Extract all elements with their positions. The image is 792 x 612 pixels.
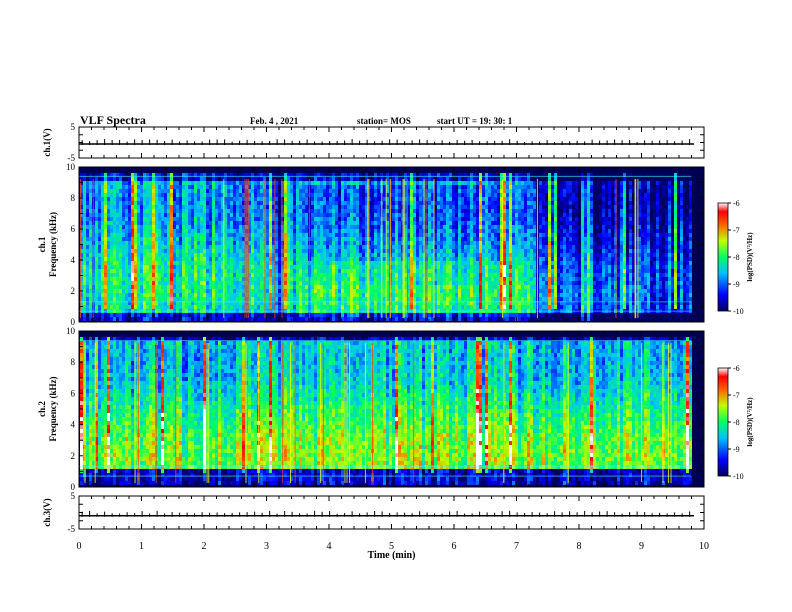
time-tick-label: 10 <box>699 541 709 552</box>
ch2-spectrogram-panel: 0 2 4 6 8 10 ch.2 Frequency (kHz) <box>37 326 705 492</box>
ch2-spectrogram-ytick-label: 0 <box>71 482 76 492</box>
ch2-spectrogram-ytick-label: 2 <box>71 451 76 461</box>
ch2-colorbar-tick-label: -10 <box>733 472 744 481</box>
ch1-colorbar-tick-label: -10 <box>733 307 744 316</box>
ch1-spectrogram-ytick-label: 0 <box>71 317 76 327</box>
ch2-spectrogram-ylabel-channel: ch.2 <box>37 401 47 417</box>
ch2-spectrogram-ytick-label: 6 <box>71 388 76 398</box>
time-tick-label: 6 <box>452 541 457 552</box>
ch1-voltage-ytick-label: -5 <box>68 153 76 163</box>
ch2-spectrogram-ytick-label: 8 <box>71 357 76 367</box>
time-tick-label: 1 <box>139 541 144 552</box>
ch2-colorbar: -6 -7 -8 -9 -10 log(PSD)(V²/Hz) <box>717 364 754 481</box>
ch1-voltage-panel: 5 -5 ch.1(V) <box>42 122 705 163</box>
ch1-voltage-ylabel: ch.1(V) <box>42 128 52 156</box>
ch2-spectrogram-image <box>79 331 704 487</box>
ch2-colorbar-tick-label: -6 <box>733 364 740 373</box>
ch2-colorbar-tick-label: -7 <box>733 391 740 400</box>
time-tick-label: 5 <box>389 541 394 552</box>
ch1-colorbar-tick-label: -7 <box>733 226 740 235</box>
ch2-spectrogram-ylabel-frequency: Frequency (kHz) <box>48 376 58 441</box>
ch2-colorbar-gradient <box>717 367 729 477</box>
ch1-colorbar: -6 -7 -8 -9 -10 log(PSD)(V²/Hz) <box>717 199 754 316</box>
figure-title: VLF Spectra <box>80 113 146 127</box>
ch3-voltage-ytick-label: 5 <box>71 491 76 501</box>
ch1-voltage-ytick-label: 5 <box>71 122 76 132</box>
ch2-spectrogram-ytick-label: 10 <box>66 326 76 336</box>
ch1-colorbar-tick-label: -8 <box>733 253 740 262</box>
ch1-colorbar-gradient <box>717 202 729 312</box>
ch2-spectrogram-ytick-label: 4 <box>71 420 76 430</box>
ch1-spectrogram-panel: 0 2 4 6 8 10 ch.1 Frequency (kHz) <box>37 162 705 327</box>
ch1-spectrogram-image <box>79 167 704 322</box>
ch2-colorbar-tick-label: -9 <box>733 445 740 454</box>
ch3-voltage-ylabel: ch.3(V) <box>42 498 52 526</box>
ch3-voltage-ytick-label: -5 <box>68 524 76 534</box>
ch1-spectrogram-ytick-label: 2 <box>71 286 76 296</box>
ch1-colorbar-tick-label: -6 <box>733 199 740 208</box>
time-tick-label: 2 <box>202 541 207 552</box>
date-label: Feb. 4 , 2021 <box>250 116 299 126</box>
ch1-spectrogram-ytick-label: 4 <box>71 255 76 265</box>
time-axis: 0 1 2 3 4 5 6 7 8 9 10 Time (min) <box>77 541 710 561</box>
ch1-spectrogram-ytick-label: 6 <box>71 224 76 234</box>
ch3-voltage-panel: 5 -5 ch.3(V) <box>42 491 705 534</box>
time-tick-label: 4 <box>327 541 332 552</box>
ch1-colorbar-label: log(PSD)(V²/Hz) <box>746 232 754 282</box>
ch1-spectrogram-ytick-label: 8 <box>71 193 76 203</box>
time-tick-label: 8 <box>577 541 582 552</box>
ch1-spectrogram-ylabel-channel: ch.1 <box>37 236 47 252</box>
ch2-colorbar-label: log(PSD)(V²/Hz) <box>746 397 754 447</box>
time-tick-label: 3 <box>264 541 269 552</box>
ch1-colorbar-tick-label: -9 <box>733 280 740 289</box>
ch1-spectrogram-ytick-label: 10 <box>66 162 76 172</box>
station-label: station= MOS <box>357 116 411 126</box>
ch2-colorbar-tick-label: -8 <box>733 418 740 427</box>
time-tick-label: 7 <box>514 541 519 552</box>
time-axis-label: Time (min) <box>368 550 416 561</box>
time-tick-label: 0 <box>77 541 82 552</box>
ch1-spectrogram-ylabel-frequency: Frequency (kHz) <box>48 212 58 277</box>
start-time-label: start UT = 19: 30: 1 <box>437 116 513 126</box>
time-tick-label: 9 <box>639 541 644 552</box>
